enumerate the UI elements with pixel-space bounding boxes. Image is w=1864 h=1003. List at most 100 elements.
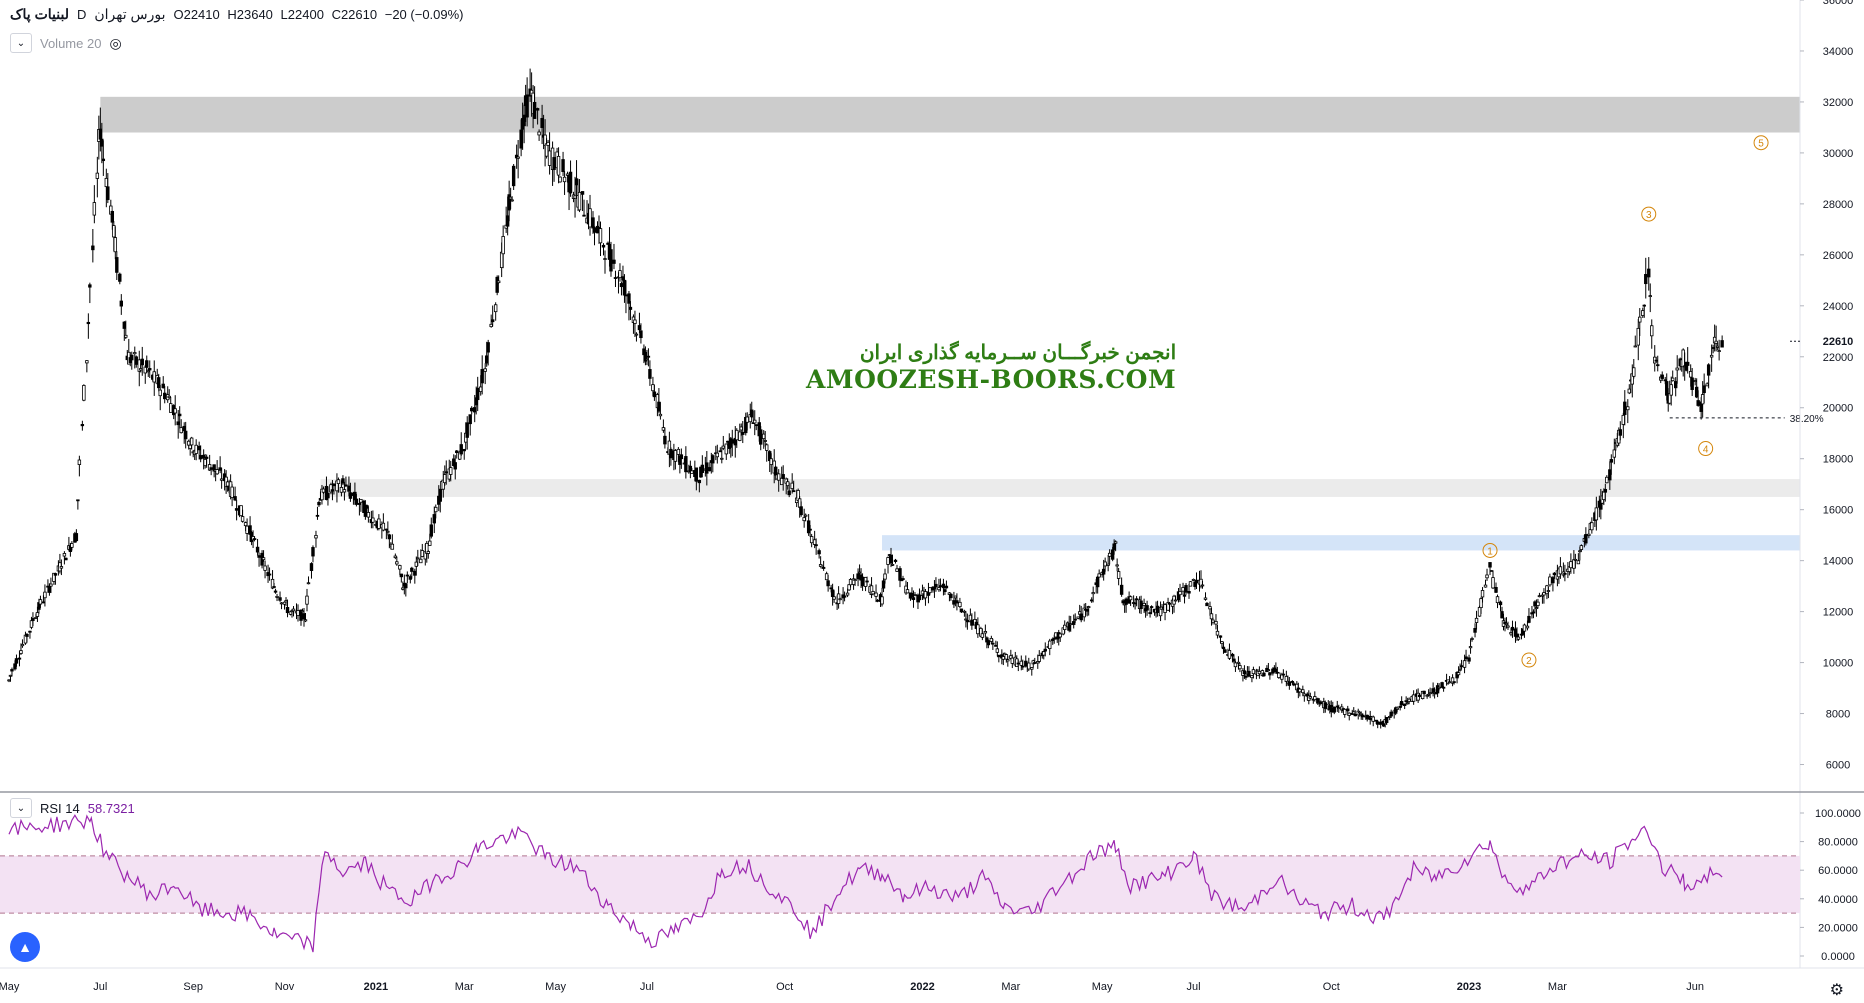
candle-body <box>556 155 561 176</box>
candle-body <box>215 469 219 475</box>
candle-body <box>663 435 667 445</box>
candle-body <box>7 679 11 682</box>
candle-body <box>101 158 106 162</box>
tradingview-logo-icon[interactable]: ▲ <box>10 932 40 962</box>
candle-body <box>941 583 946 589</box>
candle-body <box>1545 585 1549 595</box>
candle-body <box>856 573 860 580</box>
candle-body <box>711 455 715 464</box>
candle-body <box>1016 662 1021 665</box>
time-tick-label: 2021 <box>364 981 388 993</box>
candles-group <box>7 68 1724 729</box>
candle-body <box>765 444 769 451</box>
candle-body <box>273 590 278 593</box>
candle-body <box>1191 578 1196 581</box>
candle-body <box>1292 683 1296 686</box>
rsi-tick-label: 100.0000 <box>1815 808 1861 820</box>
candle-body <box>953 595 958 599</box>
candle-body <box>889 554 893 564</box>
candle-body <box>580 191 585 195</box>
candle-body <box>1422 690 1426 695</box>
candle-body <box>1626 406 1630 411</box>
time-tick-label: Nov <box>275 981 295 993</box>
candle-body <box>1030 667 1034 670</box>
wave-label-circle <box>1482 542 1498 558</box>
candle-body <box>495 276 499 293</box>
candle-body <box>182 425 186 432</box>
candle-body <box>830 589 835 598</box>
candle-body <box>1148 612 1152 614</box>
candle-body <box>809 536 814 544</box>
candle-body <box>938 585 943 588</box>
candle-body <box>145 360 149 368</box>
symbol-name[interactable]: لبنیات پاک <box>10 6 69 22</box>
candle-body <box>875 599 880 602</box>
candle-body <box>1209 613 1214 620</box>
rsi-tick-label: 40.0000 <box>1818 894 1858 906</box>
settings-gear-icon[interactable]: ⚙ <box>1829 982 1844 999</box>
candle-body <box>1236 661 1241 664</box>
candle-body <box>769 458 773 465</box>
candle-body <box>1004 654 1009 660</box>
wave-label-3: 3 <box>1646 210 1652 221</box>
hide-eye-icon[interactable]: ◎ <box>109 34 122 51</box>
volume-label[interactable]: Volume 20 <box>40 35 102 51</box>
candle-body <box>1287 681 1292 686</box>
rsi-tick-label: 80.0000 <box>1818 837 1858 849</box>
rsi-collapse-chevron-icon[interactable]: ⌄ <box>10 798 32 818</box>
candle-body <box>1200 584 1205 587</box>
candle-body <box>1103 561 1107 567</box>
candle-body <box>113 237 118 253</box>
candle-body <box>139 368 143 371</box>
candle-body <box>245 525 249 534</box>
candle-body <box>612 259 616 264</box>
candle-body <box>1194 579 1199 584</box>
zone-support <box>882 535 1800 551</box>
candle-body <box>1384 717 1389 723</box>
candle-body <box>1133 602 1137 605</box>
candle-body <box>1515 633 1519 638</box>
candle-body <box>1188 581 1193 587</box>
candle-body <box>1411 694 1416 702</box>
candle-body <box>1221 646 1226 650</box>
candle-body <box>359 498 363 503</box>
candle-body <box>1435 685 1440 694</box>
candle-body <box>85 360 89 364</box>
candle-body <box>1542 592 1546 596</box>
candle-body <box>35 612 40 617</box>
candle-body <box>1647 268 1651 278</box>
interval-label[interactable]: D <box>76 7 87 22</box>
rsi-label[interactable]: RSI 14 <box>40 800 80 816</box>
candle-body <box>339 487 344 493</box>
candle-body <box>708 467 712 472</box>
candle-body <box>336 479 341 484</box>
candle-body <box>781 474 785 480</box>
candle-body <box>133 352 137 355</box>
candle-body <box>890 564 895 566</box>
candle-body <box>1456 672 1461 676</box>
candle-body <box>302 613 306 620</box>
wave-label-5: 5 <box>1758 139 1764 150</box>
candle-body <box>911 597 916 601</box>
candle-body <box>501 236 505 255</box>
candle-body <box>305 595 309 605</box>
candle-body <box>1128 596 1133 601</box>
candle-body <box>750 409 754 418</box>
candle-body <box>1675 367 1679 371</box>
price-tick-label: 20000 <box>1823 403 1854 415</box>
collapse-chevron-icon[interactable]: ⌄ <box>10 33 32 53</box>
candle-body <box>1720 340 1724 348</box>
candle-body <box>130 354 134 361</box>
candle-body <box>1516 636 1521 640</box>
candle-body <box>285 607 290 614</box>
candle-body <box>1428 692 1432 695</box>
candle-body <box>496 280 501 284</box>
candle-body <box>790 482 794 489</box>
candle-body <box>871 591 875 595</box>
price-tick-label: 34000 <box>1823 46 1854 58</box>
candle-body <box>928 587 932 594</box>
candle-body <box>1398 705 1402 708</box>
candle-body <box>522 114 526 127</box>
candle-body <box>401 587 405 590</box>
